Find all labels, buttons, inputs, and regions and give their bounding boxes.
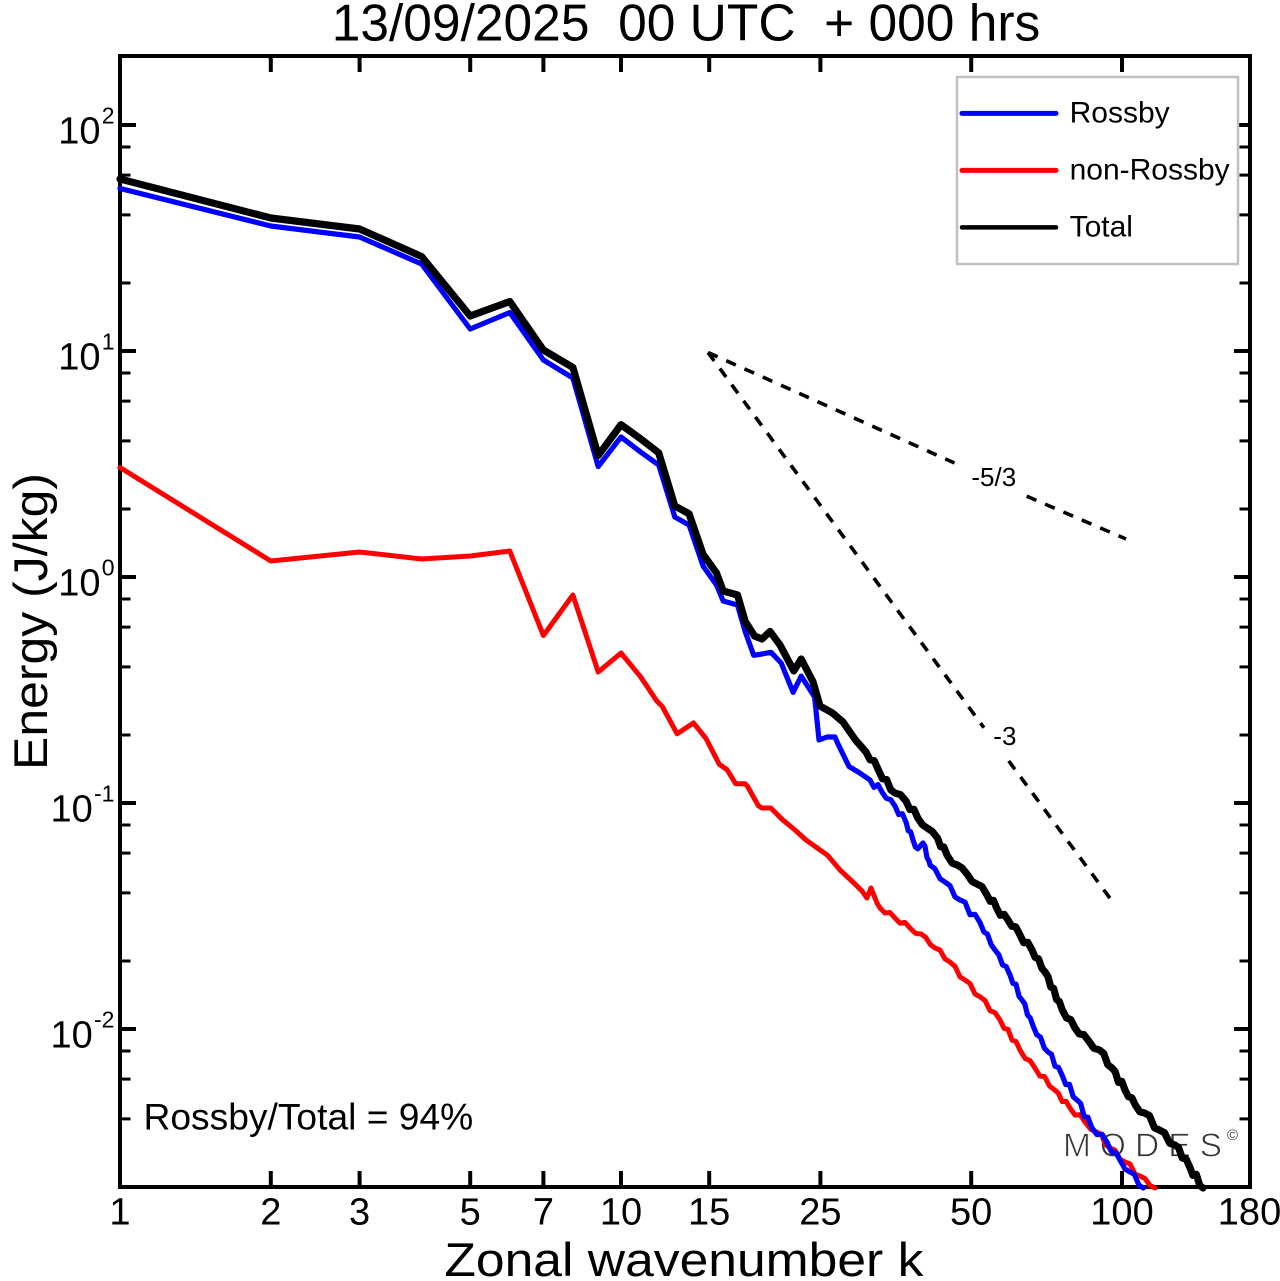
svg-text:Rossby: Rossby (1070, 96, 1170, 129)
svg-text:3: 3 (349, 1191, 370, 1233)
svg-text:Energy (J/kg): Energy (J/kg) (5, 473, 58, 770)
svg-text:13/09/2025 00 UTC + 000 hrs: 13/09/2025 00 UTC + 000 hrs (332, 0, 1041, 52)
svg-text:10: 10 (58, 336, 100, 378)
svg-text:5: 5 (460, 1191, 481, 1233)
svg-text:non-Rossby: non-Rossby (1070, 153, 1230, 186)
svg-text:Total: Total (1070, 210, 1133, 243)
svg-text:©: © (1227, 1127, 1238, 1144)
svg-text:15: 15 (688, 1191, 730, 1233)
svg-text:10: 10 (58, 110, 100, 152)
svg-text:50: 50 (950, 1191, 992, 1233)
svg-text:10: 10 (51, 1014, 93, 1056)
svg-text:-2: -2 (94, 1007, 114, 1033)
svg-text:-1: -1 (94, 781, 114, 807)
svg-text:100: 100 (1090, 1191, 1153, 1233)
svg-text:Zonal wavenumber k: Zonal wavenumber k (444, 1234, 923, 1281)
svg-text:M O D E S: M O D E S (1063, 1128, 1222, 1165)
svg-text:180: 180 (1218, 1191, 1280, 1233)
svg-text:2: 2 (260, 1191, 281, 1233)
svg-text:10: 10 (51, 788, 93, 830)
svg-text:25: 25 (799, 1191, 841, 1233)
svg-text:0: 0 (102, 555, 115, 581)
svg-text:-3: -3 (993, 721, 1016, 751)
svg-text:Rossby/Total = 94%: Rossby/Total = 94% (144, 1095, 474, 1137)
svg-text:1: 1 (109, 1191, 130, 1233)
svg-text:2: 2 (102, 103, 115, 129)
svg-text:10: 10 (600, 1191, 642, 1233)
svg-text:10: 10 (58, 562, 100, 604)
svg-text:-5/3: -5/3 (971, 462, 1016, 492)
svg-text:7: 7 (533, 1191, 554, 1233)
svg-text:1: 1 (102, 329, 115, 355)
